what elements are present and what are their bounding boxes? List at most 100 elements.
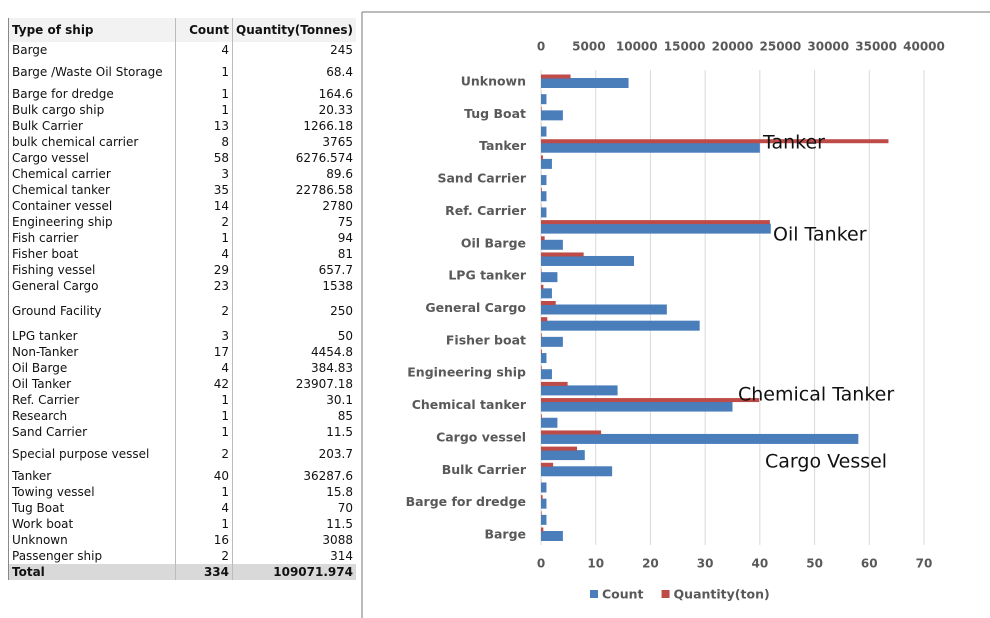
table-cell: 4454.8 [231,344,356,360]
table-cell: 6276.574 [231,150,356,166]
bar [541,223,771,234]
bar [541,236,545,241]
bar [541,158,552,169]
bar [541,353,547,364]
table-cell: 58 [175,150,233,166]
table-cell: 29 [175,262,233,278]
bar [541,78,629,88]
y-tick-label: Cargo vessel [436,429,526,444]
x2-tick-label: 40000 [903,40,945,54]
table-cell: 16 [175,532,233,548]
table-row: Oil Barge 4 384.83 [8,360,356,376]
table-cell: General Cargo [8,278,176,294]
bar [541,94,547,105]
table-cell: 11.5 [231,516,356,532]
table-row: Total 334 109071.974 [8,564,356,580]
x-tick-label: 10 [587,557,604,571]
table-row: Barge for dredge 1 164.6 [8,86,356,102]
table-cell: Fishing vessel [8,262,176,278]
table-cell: bulk chemical carrier [8,134,176,150]
table-cell: 384.83 [231,360,356,376]
table-row: Bulk Carrier 13 1266.18 [8,118,356,134]
table-row: Passenger ship 2 314 [8,548,356,564]
table-row: Fishing vessel 29 657.7 [8,262,356,278]
x2-tick-label: 10000 [616,40,658,54]
table-row: Bulk cargo ship 1 20.33 [8,102,356,118]
table-cell: 2 [175,294,233,328]
legend-swatch [661,590,670,598]
bar [541,385,618,396]
bar [541,252,584,257]
bar [541,191,547,202]
x-tick-label: 70 [916,557,933,571]
table-cell: 203.7 [231,440,356,468]
table-cell: Towing vessel [8,484,176,500]
x-tick-label: 40 [752,557,769,571]
table-cell: 2 [175,440,233,468]
x-tick-label: 20 [642,557,659,571]
table-cell: 3088 [231,532,356,548]
bar [541,349,542,354]
legend-swatch [590,590,598,598]
table-cell: 1 [175,424,233,440]
table-cell: 1538 [231,278,356,294]
bar [541,255,635,266]
table-cell: 40 [175,468,233,484]
bar [541,527,544,532]
bar [541,495,543,500]
bar [541,365,542,370]
table-cell: Chemical carrier [8,166,176,182]
x2-tick-label: 0 [537,40,545,54]
table-cell: 1 [175,408,233,424]
table-cell: Oil Tanker [8,376,176,392]
bar [541,317,548,322]
table-row: Container vessel 14 2780 [8,198,356,214]
bar [541,110,563,121]
table-cell: Bulk cargo ship [8,102,176,118]
table-cell: 2780 [231,198,356,214]
table-cell: 4 [175,360,233,376]
bar [541,401,733,412]
table-cell: 35 [175,182,233,198]
table-cell: 4 [175,42,233,58]
bar [541,333,542,338]
table-cell: 2 [175,548,233,564]
table-row: Ground Facility 2 250 [8,294,356,328]
y-tick-label: Barge for dredge [406,494,526,509]
table-cell: 250 [231,294,356,328]
table-cell: 1 [175,392,233,408]
table-cell: Barge for dredge [8,86,176,102]
bar [541,417,558,428]
table-cell: 1266.18 [231,118,356,134]
annotation: Oil Tanker [773,224,867,246]
bar [541,482,547,493]
table-cell: 70 [231,500,356,516]
x-tick-label: 0 [537,557,545,571]
bar [541,284,544,289]
table-cell: Work boat [8,516,176,532]
y-tick-label: Tanker [479,138,527,153]
table-cell: Cargo vessel [8,150,176,166]
y-tick-label: Oil Barge [461,235,526,250]
bar [541,106,542,111]
bar [541,126,547,137]
table-cell: Passenger ship [8,548,176,564]
bar [541,369,552,380]
annotation: Tanker [762,132,825,154]
table-row: Fish carrier 1 94 [8,230,356,246]
table-cell: 8 [175,134,233,150]
bar [541,301,556,305]
legend-label: Quantity(ton) [674,587,770,602]
y-tick-label: LPG tanker [448,268,527,283]
table-row: Tanker 40 36287.6 [8,468,356,484]
table-cell: 85 [231,408,356,424]
table-cell: 109071.974 [231,564,356,580]
y-tick-label: Fisher boat [446,332,526,347]
table-cell: 50 [231,328,356,344]
table-cell: Count [175,18,233,42]
table-row: General Cargo 23 1538 [8,278,356,294]
table-row: bulk chemical carrier 8 3765 [8,134,356,150]
table-row: Research 1 85 [8,408,356,424]
